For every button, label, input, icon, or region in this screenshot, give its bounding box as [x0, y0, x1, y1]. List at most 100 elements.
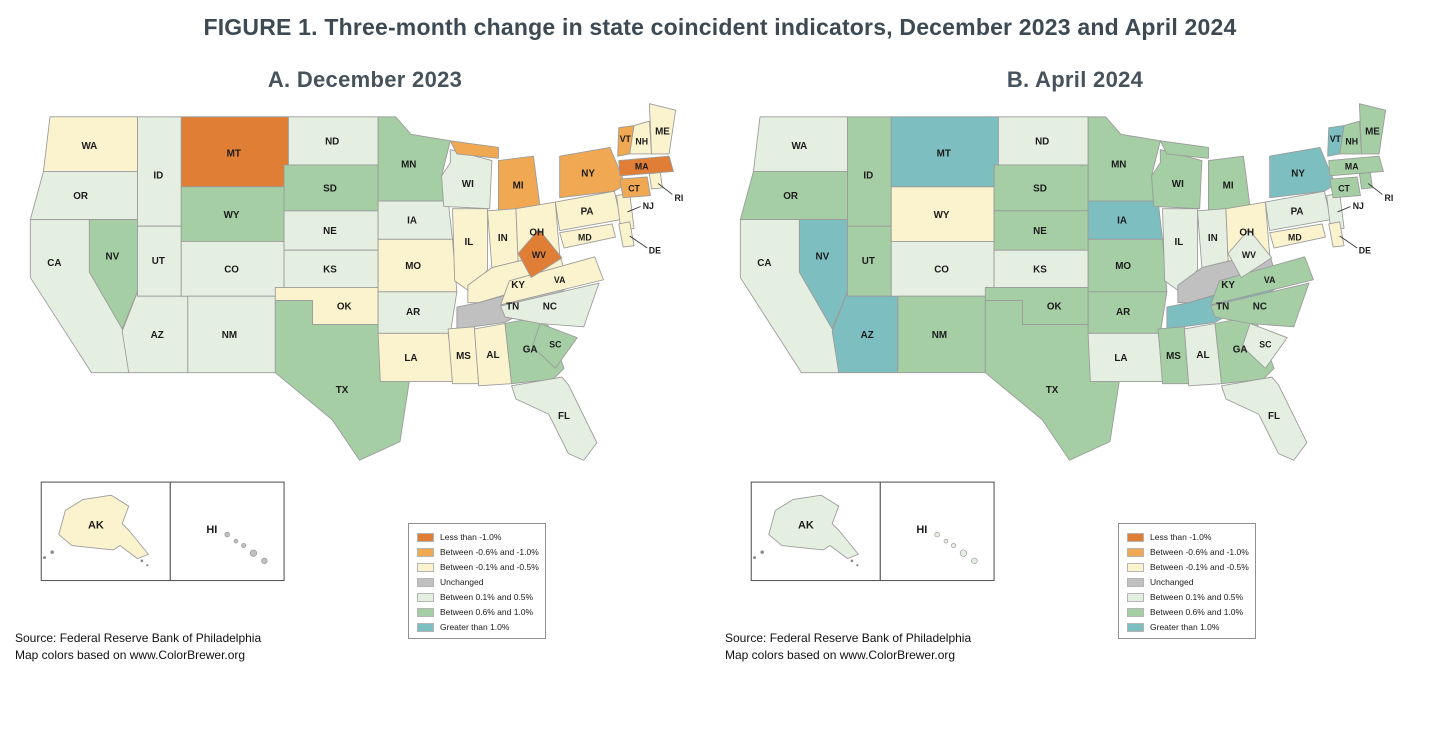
state-va: [1210, 256, 1314, 306]
legend-label-5: Between 0.6% and 1.0%: [440, 607, 534, 617]
state-label-de: DE: [1359, 246, 1371, 256]
state-label-nd: ND: [325, 137, 339, 148]
state-wi: [1151, 149, 1203, 210]
legend-swatch-0: [417, 532, 434, 542]
state-label-wa: WA: [791, 141, 807, 152]
legend-label-4: Between 0.1% and 0.5%: [440, 592, 534, 602]
state-label-mi: MI: [1223, 180, 1234, 191]
state-label-sc: SC: [1259, 340, 1272, 350]
alaska-island-1: [753, 556, 756, 559]
hawaii-island-1: [943, 538, 949, 544]
legend-swatch-3: [417, 577, 434, 587]
state-label-ma: MA: [635, 161, 649, 171]
legend-item-6: Greater than 1.0%: [417, 622, 537, 632]
legend-swatch-6: [1127, 622, 1144, 632]
source-note: Source: Federal Reserve Bank of Philadel…: [15, 630, 261, 664]
state-label-nm: NM: [932, 330, 947, 341]
state-label-sc: SC: [549, 340, 562, 350]
state-label-co: CO: [224, 265, 239, 276]
figure-page: FIGURE 1. Three-month change in state co…: [0, 14, 1440, 735]
state-label-ma: MA: [1345, 161, 1359, 171]
state-label-ia: IA: [407, 215, 417, 226]
state-label-vt: VT: [620, 134, 632, 144]
legend-swatch-4: [417, 592, 434, 602]
source-note: Source: Federal Reserve Bank of Philadel…: [725, 630, 971, 664]
state-ct: [1329, 176, 1361, 199]
us-map-april-2024: WA OR CA NV ID UT AZ MT WY CO NM ND SD NE KS OK TX MN IA MO…: [739, 103, 1394, 582]
hawaii-island-0: [934, 531, 940, 538]
legend-label-4: Between 0.1% and 0.5%: [1150, 592, 1244, 602]
state-label-nm: NM: [222, 330, 237, 341]
legend-item-4: Between 0.1% and 0.5%: [1127, 592, 1247, 602]
state-wv: [1227, 229, 1273, 278]
state-label-la: LA: [404, 353, 417, 364]
panel-april-2024: B. April 2024 WA OR CA NV ID UT AZ MT WY CO NM ND SD…: [720, 45, 1430, 735]
state-label-ky: KY: [1221, 280, 1235, 291]
source-line-1: Source: Federal Reserve Bank of Philadel…: [15, 631, 262, 645]
state-label-ms: MS: [1166, 351, 1181, 362]
legend-item-5: Between 0.6% and 1.0%: [417, 607, 537, 617]
state-label-ri: RI: [1385, 193, 1394, 203]
state-label-wv: WV: [1242, 250, 1256, 260]
hawaii-island-4: [261, 557, 268, 564]
legend-label-2: Between -0.1% and -0.5%: [440, 562, 539, 572]
state-mi: [449, 140, 499, 159]
state-label-me: ME: [1365, 127, 1380, 138]
state-label-va: VA: [1264, 275, 1276, 285]
state-label-ca: CA: [47, 258, 61, 269]
state-de: [618, 221, 635, 248]
legend-item-5: Between 0.6% and 1.0%: [1127, 607, 1247, 617]
legend-label-0: Less than -1.0%: [440, 532, 502, 542]
legend-december-2023: Less than -1.0% Between -0.6% and -1.0% Be…: [408, 523, 546, 639]
state-label-ut: UT: [152, 256, 165, 267]
legend-swatch-1: [1127, 547, 1144, 557]
state-label-wa: WA: [81, 141, 97, 152]
state-sc: [531, 323, 578, 369]
state-md: [1269, 223, 1326, 249]
state-label-ak: AK: [88, 520, 104, 532]
state-label-az: AZ: [151, 330, 164, 341]
panels-container: A. December 2023 WA OR CA NV ID UT AZ MT WY CO NM N…: [0, 45, 1440, 735]
legend-item-4: Between 0.1% and 0.5%: [417, 592, 537, 602]
state-ct: [619, 176, 651, 199]
state-md: [559, 223, 616, 249]
state-wi: [441, 149, 493, 210]
state-me: [1358, 103, 1387, 155]
state-label-ga: GA: [1233, 344, 1248, 355]
legend-swatch-1: [417, 547, 434, 557]
source-line-2: Map colors based on www.ColorBrewer.org: [15, 647, 246, 662]
state-label-nj: NJ: [643, 201, 654, 211]
hawaii-island-3: [959, 549, 967, 557]
state-fl: [1221, 376, 1308, 461]
state-label-hi: HI: [206, 524, 217, 536]
legend-swatch-2: [417, 562, 434, 572]
state-label-pa: PA: [1291, 207, 1304, 218]
state-label-md: MD: [578, 233, 592, 243]
state-label-ak: AK: [798, 520, 814, 532]
state-label-pa: PA: [581, 207, 594, 218]
state-ri: [648, 172, 663, 190]
state-ma: [1328, 155, 1384, 177]
state-label-ca: CA: [757, 258, 771, 269]
state-label-tx: TX: [336, 385, 349, 396]
state-label-nc: NC: [543, 302, 557, 313]
state-label-ne: NE: [1033, 226, 1047, 237]
legend-item-2: Between -0.1% and -0.5%: [1127, 562, 1249, 572]
hawaii-inset-box: [879, 481, 995, 582]
state-ak: [58, 494, 149, 560]
legend-label-5: Between 0.6% and 1.0%: [1150, 607, 1244, 617]
state-fl: [511, 376, 598, 461]
legend-label-6: Greater than 1.0%: [1150, 622, 1220, 632]
us-map-december-2023: WA OR CA NV ID UT AZ MT WY CO NM ND SD NE KS OK TX MN IA MO…: [29, 103, 683, 582]
legend-swatch-2: [1127, 562, 1144, 572]
panel-title-december-2023: A. December 2023: [267, 67, 463, 92]
state-label-ok: OK: [337, 302, 352, 313]
hawaii-island-2: [951, 543, 957, 548]
alaska-island-0: [50, 550, 54, 554]
callout-line-ri: [1367, 183, 1383, 195]
state-label-tx: TX: [1046, 385, 1059, 396]
state-label-ct: CT: [628, 183, 640, 193]
legend-swatch-0: [1127, 532, 1144, 542]
legend-label-3: Unchanged: [1150, 577, 1194, 587]
state-label-nd: ND: [1035, 137, 1049, 148]
